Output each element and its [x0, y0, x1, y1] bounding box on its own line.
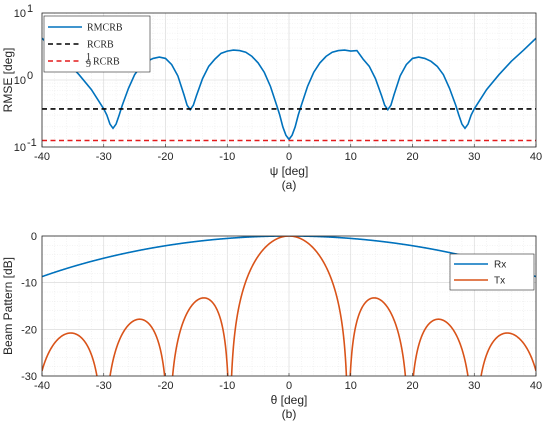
x-axis-label-a: ψ [deg] [270, 164, 309, 178]
legend-label-rcrb: RCRB [87, 40, 114, 51]
legend-label-rx: Rx [494, 260, 506, 271]
series-group-b [42, 236, 536, 376]
x-tick-label-a: 0 [286, 151, 292, 163]
x-tick-label-a: 30 [468, 151, 480, 163]
x-tick-label-a: -40 [34, 151, 50, 163]
fraction-denominator: 9 [86, 59, 91, 70]
caption-b: (b) [282, 407, 297, 421]
ticks-b: -40 -30 -20 -10 0 10 20 30 400-10-20-30 [21, 231, 542, 392]
legend-fraction-prefix: 1 9 [85, 52, 91, 70]
x-tick-label-b: -10 [219, 380, 235, 392]
x-tick-label-a: 20 [406, 151, 418, 163]
x-tick-label-b: 0 [286, 380, 292, 392]
x-tick-label-b: 20 [406, 380, 418, 392]
x-tick-label-b: 10 [345, 380, 357, 392]
legend-b: Rx Tx [449, 253, 535, 291]
y-axis-label-b: Beam Pattern [dB] [1, 257, 15, 355]
y-tick-label-a: 10 [14, 75, 26, 87]
caption-a: (a) [282, 178, 297, 192]
x-tick-label-a: 10 [345, 151, 357, 163]
y-axis-label-a: RMSE [deg] [1, 48, 15, 113]
legend-a: RMCRB RCRB 1 9 RCRB [43, 15, 151, 73]
x-tick-label-b: 30 [468, 380, 480, 392]
y-tick-label-a: 10 [14, 142, 26, 154]
subplot-b: -40 -30 -20 -10 0 10 20 30 400-10-20-30 θ [deg] … [1, 231, 542, 421]
x-tick-label-b: 40 [530, 380, 542, 392]
legend-label-tx: Tx [494, 276, 505, 287]
x-tick-label-a: -10 [219, 151, 235, 163]
x-tick-label-b: -30 [96, 380, 112, 392]
y-tick-label-a: 10 [14, 8, 26, 20]
legend-box-a [43, 15, 151, 73]
fraction-numerator: 1 [86, 52, 91, 63]
y-tick-label-b: 0 [31, 231, 37, 243]
x-tick-label-b: -40 [34, 380, 50, 392]
series-line-tx [42, 236, 536, 376]
legend-label-rcrb-scaled: RCRB [93, 57, 120, 68]
x-axis-label-b: θ [deg] [271, 393, 308, 407]
y-tick-label-b: -10 [21, 278, 37, 290]
y-tick-label-b: -20 [21, 324, 37, 336]
x-tick-label-a: 40 [530, 151, 542, 163]
y-tick-label-b: -30 [21, 371, 37, 383]
y-tick-exponent-a: 1 [27, 3, 33, 15]
y-tick-exponent-a: 0 [27, 70, 33, 82]
x-tick-label-a: -20 [158, 151, 174, 163]
x-tick-label-a: -30 [96, 151, 112, 163]
legend-label-rmcrb: RMCRB [87, 23, 123, 34]
legend-box-b [449, 253, 535, 291]
x-tick-label-b: -20 [158, 380, 174, 392]
y-tick-exponent-a: -1 [27, 137, 37, 149]
series-line-rx [42, 236, 536, 278]
